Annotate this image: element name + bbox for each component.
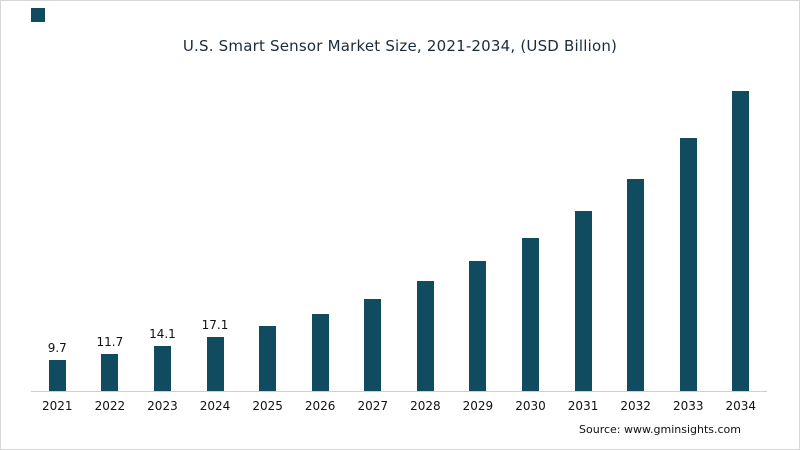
bar-slot: 14.1 bbox=[136, 71, 189, 391]
bar-slot bbox=[609, 71, 662, 391]
bar-slot bbox=[504, 71, 557, 391]
bar-chart: 9.7 11.7 14.1 17.1 2021 2022 2023 2024 2025 2026… bbox=[31, 71, 767, 413]
x-axis-line bbox=[31, 391, 767, 392]
x-tick-label: 2026 bbox=[304, 399, 336, 413]
logo-mark bbox=[31, 8, 45, 22]
bar-slot: 17.1 bbox=[189, 71, 242, 391]
bar-value-label: 9.7 bbox=[47, 341, 67, 356]
x-tick-label: 2031 bbox=[567, 399, 599, 413]
bar-slot bbox=[241, 71, 294, 391]
bar bbox=[469, 261, 487, 391]
bar-slot bbox=[715, 71, 768, 391]
x-tick-label: 2021 bbox=[42, 399, 73, 413]
bar bbox=[259, 325, 277, 391]
bar bbox=[679, 138, 697, 391]
bar-value-label: 17.1 bbox=[201, 317, 229, 332]
bar-slot bbox=[452, 71, 505, 391]
bar bbox=[101, 353, 119, 391]
bar bbox=[206, 336, 224, 391]
bar bbox=[311, 313, 329, 391]
bar bbox=[732, 91, 750, 391]
bar-slot: 9.7 bbox=[31, 71, 84, 391]
bar bbox=[521, 237, 539, 391]
bar-slot: 11.7 bbox=[84, 71, 137, 391]
x-tick-label: 2024 bbox=[199, 399, 231, 413]
x-tick-label: 2034 bbox=[725, 399, 757, 413]
bar bbox=[416, 281, 434, 391]
bar-slot bbox=[557, 71, 610, 391]
year-axis: 2021 2022 2023 2024 2025 2026 2027 2028 2029 2030… bbox=[31, 399, 767, 413]
x-tick-label: 2033 bbox=[672, 399, 704, 413]
bar-slot bbox=[294, 71, 347, 391]
bar-value-label: 14.1 bbox=[149, 327, 176, 342]
bar-slot bbox=[399, 71, 452, 391]
chart-title: U.S. Smart Sensor Market Size, 2021-2034… bbox=[182, 37, 618, 55]
bar-slot bbox=[662, 71, 715, 391]
x-tick-label: 2027 bbox=[357, 399, 389, 413]
x-tick-label: 2025 bbox=[252, 399, 283, 413]
x-tick-label: 2032 bbox=[620, 399, 651, 413]
x-tick-label: 2023 bbox=[147, 399, 178, 413]
source-note: Source: www.gminsights.com bbox=[579, 423, 741, 436]
bar bbox=[574, 210, 592, 391]
bar-value-label: 11.7 bbox=[96, 334, 124, 349]
x-tick-label: 2030 bbox=[515, 399, 546, 413]
bar-slot bbox=[346, 71, 399, 391]
bar bbox=[153, 346, 171, 391]
x-tick-label: 2028 bbox=[410, 399, 441, 413]
x-tick-label: 2022 bbox=[94, 399, 126, 413]
plot: 9.7 11.7 14.1 17.1 bbox=[31, 71, 767, 391]
bar bbox=[48, 360, 66, 391]
bar bbox=[364, 298, 382, 391]
bar bbox=[627, 179, 645, 391]
x-tick-label: 2029 bbox=[462, 399, 494, 413]
